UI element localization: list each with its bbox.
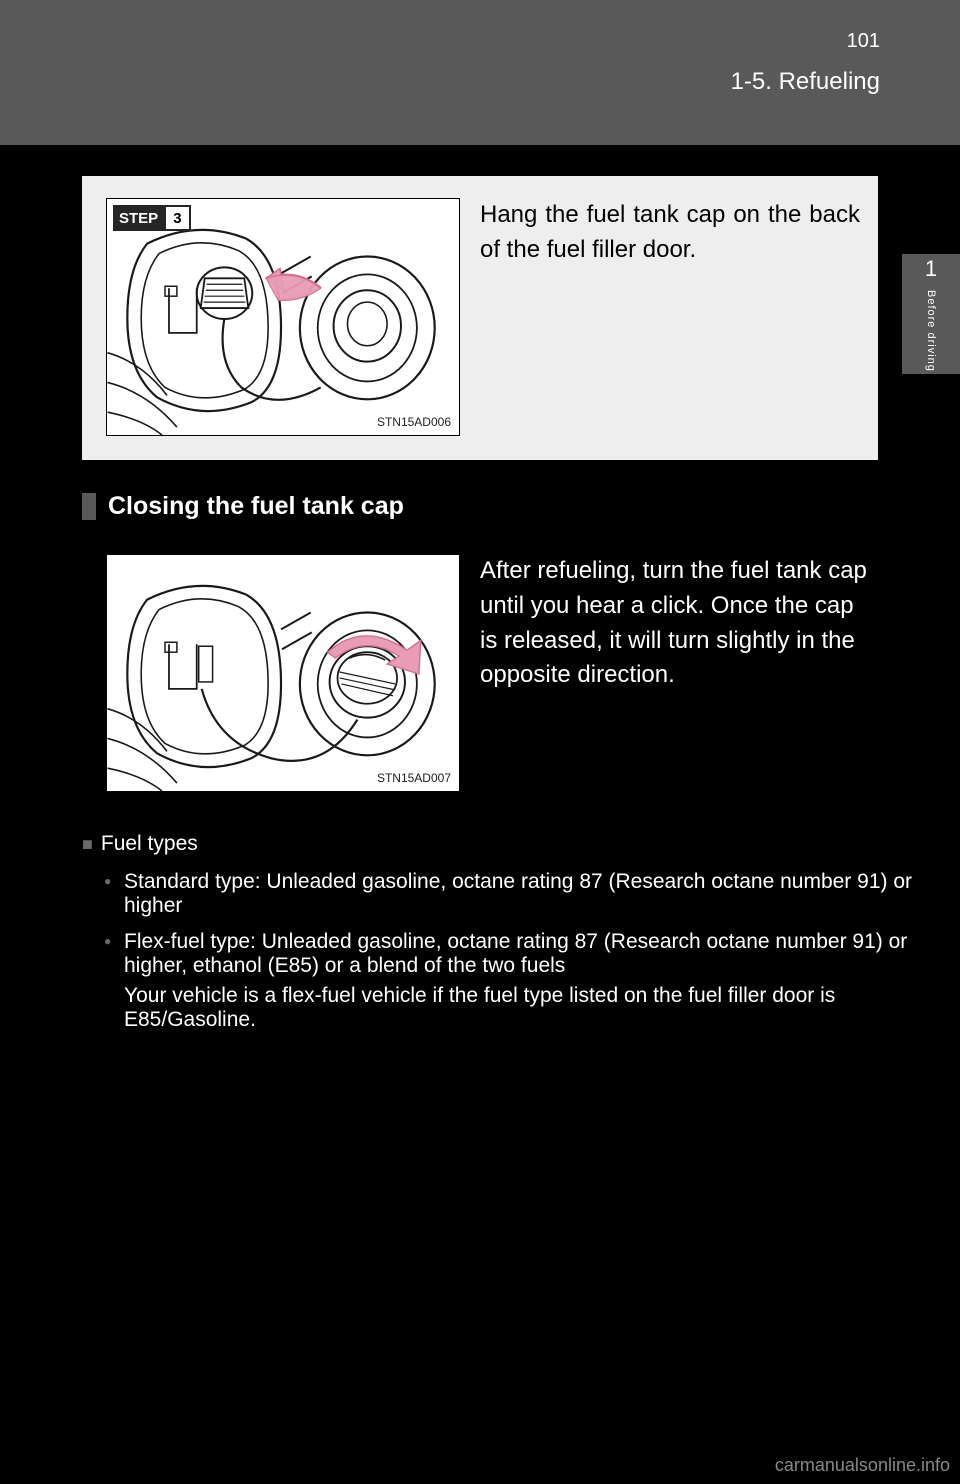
figure-closing: STN15AD007 — [106, 554, 460, 792]
fuel-cap-close-illustration — [107, 555, 459, 791]
watermark: carmanualsonline.info — [775, 1455, 950, 1476]
closing-heading: Closing the fuel tank cap — [82, 492, 404, 521]
fuel-types-block: Fuel types Standard type: Unleaded gasol… — [82, 832, 960, 1044]
fuel-type-subnote: Your vehicle is a flex-fuel vehicle if t… — [104, 984, 960, 1032]
side-tab: 1 Before driving — [902, 254, 960, 374]
side-tab-number: 1 — [925, 256, 937, 282]
closing-heading-text: Closing the fuel tank cap — [108, 492, 404, 521]
page-number: 101 — [847, 30, 880, 53]
side-tab-label: Before driving — [925, 290, 937, 372]
fuel-types-list: Standard type: Unleaded gasoline, octane… — [104, 870, 960, 978]
step-badge: STEP 3 — [113, 205, 191, 231]
fuel-cap-hang-illustration — [107, 199, 459, 435]
fuel-type-item: Flex-fuel type: Unleaded gasoline, octan… — [104, 930, 960, 978]
step-badge-number: 3 — [164, 205, 190, 231]
step3-caption: Hang the fuel tank cap on the back of th… — [480, 198, 860, 268]
fuel-types-lead: Fuel types — [82, 832, 960, 856]
closing-caption: After refueling, turn the fuel tank cap … — [480, 554, 874, 693]
fuel-type-item: Standard type: Unleaded gasoline, octane… — [104, 870, 960, 918]
step-badge-label: STEP — [113, 205, 164, 231]
figure-id-2: STN15AD007 — [377, 771, 451, 785]
figure-step3: STEP 3 STN15AD006 — [106, 198, 460, 436]
section-title: 1-5. Refueling — [731, 68, 880, 96]
figure-id-1: STN15AD006 — [377, 415, 451, 429]
